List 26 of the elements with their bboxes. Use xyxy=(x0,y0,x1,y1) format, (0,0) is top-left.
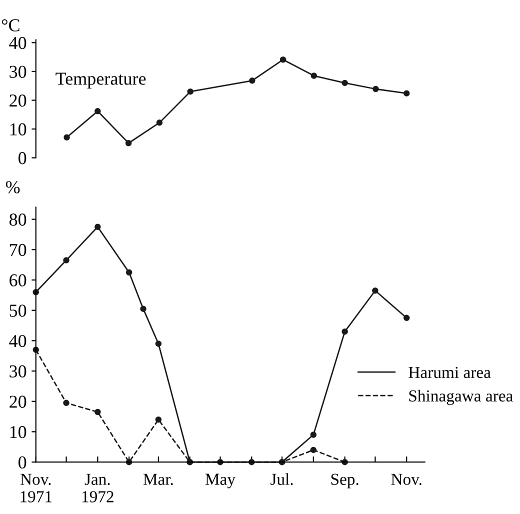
x-tick-label: Nov. 1971 xyxy=(20,474,52,502)
x-tick-label: Jan. 1972 xyxy=(82,474,114,502)
y-tick-label: 80 xyxy=(9,214,26,226)
y-axis-title: % xyxy=(6,181,20,194)
x-tick-label: Jul. xyxy=(270,473,293,485)
y-tick-label: 0 xyxy=(18,456,26,469)
legend-label: Harumi area xyxy=(408,366,491,378)
y-tick-label: 10 xyxy=(10,123,26,136)
y-tick-label: 40 xyxy=(9,334,26,348)
y-tick-label: 30 xyxy=(10,365,26,378)
y-tick-label: 50 xyxy=(10,304,26,317)
y-tick-label: 20 xyxy=(10,396,26,408)
y-tick-label: 10 xyxy=(10,426,26,438)
y-tick-label: 60 xyxy=(10,274,26,286)
y-tick-label: 30 xyxy=(10,66,26,78)
y-tick-label: 40 xyxy=(9,36,26,50)
y-tick-label: 70 xyxy=(10,244,26,256)
annotation: Temperature xyxy=(56,72,146,88)
x-tick-label: May xyxy=(205,474,236,488)
y-axis-title: °C xyxy=(2,19,20,32)
x-tick-label: Nov. xyxy=(391,474,422,485)
x-tick-label: Sep. xyxy=(331,474,358,488)
legend-label: Shinagawa area xyxy=(409,390,513,406)
y-tick-label: 0 xyxy=(18,152,26,164)
x-tick-label: Mar. xyxy=(143,474,173,485)
y-tick-label: 20 xyxy=(10,94,26,107)
